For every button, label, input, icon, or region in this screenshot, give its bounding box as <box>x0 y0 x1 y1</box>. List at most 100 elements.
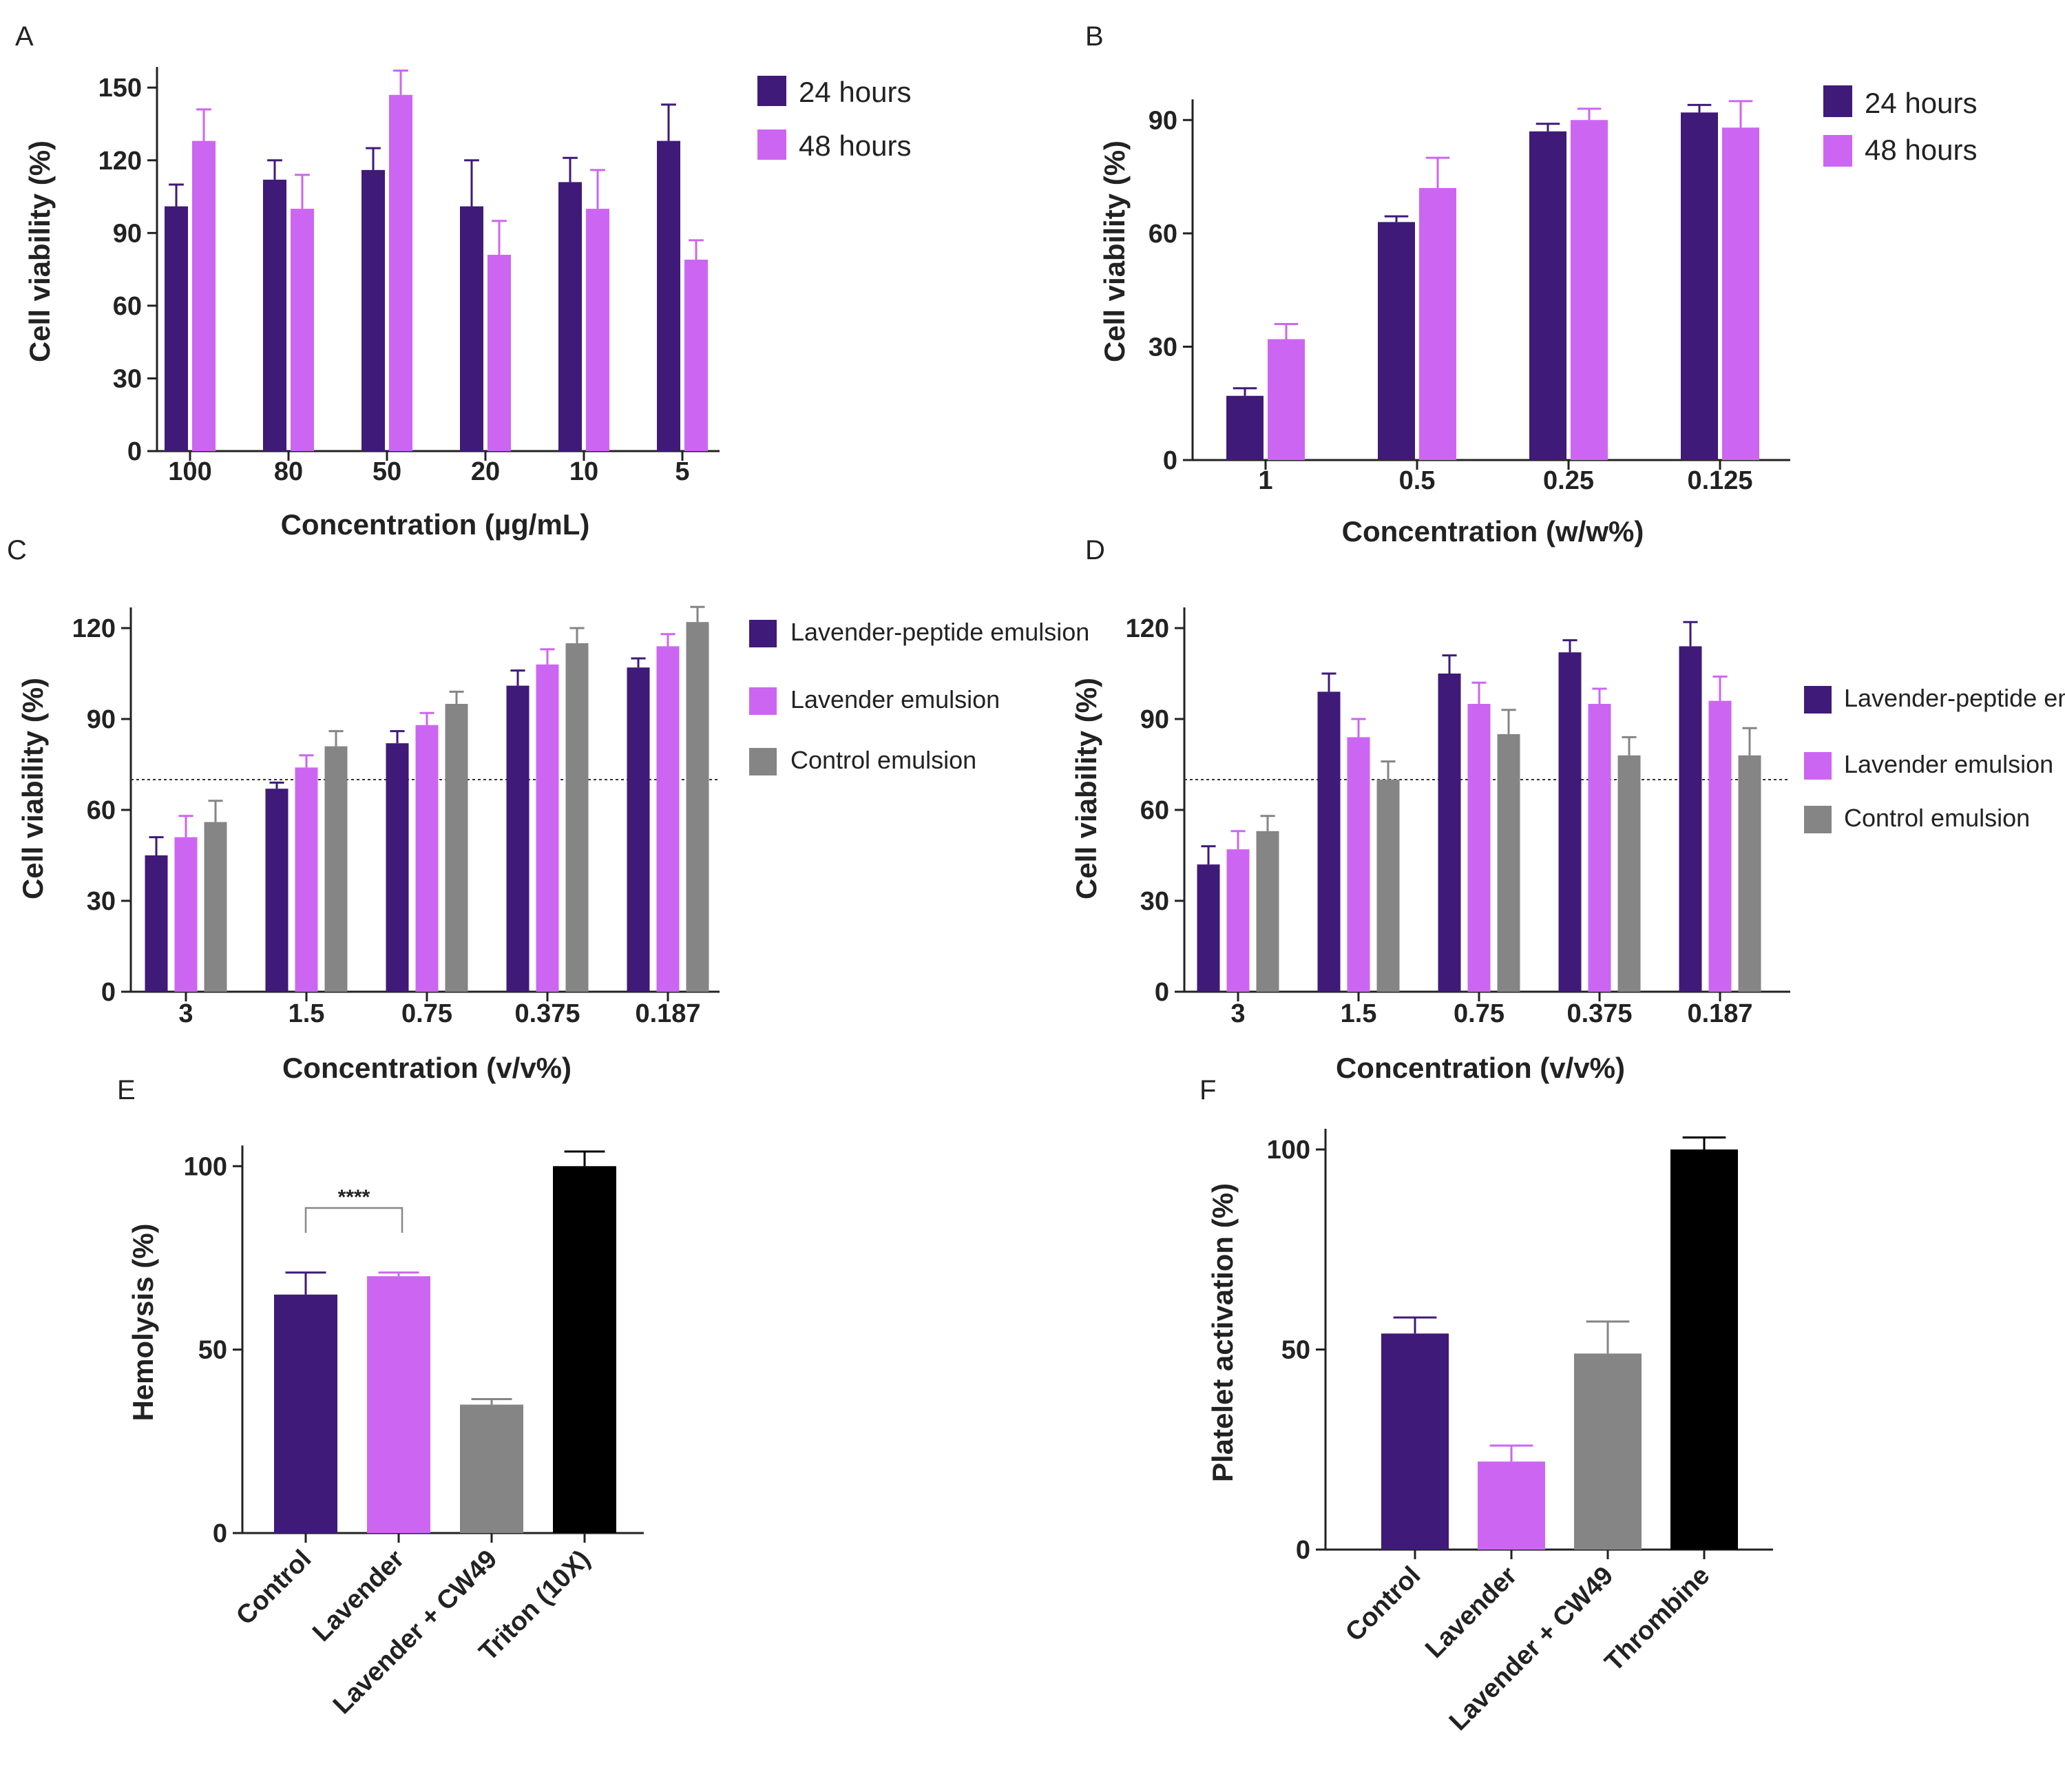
chart-a-bar <box>165 206 188 451</box>
chart-b-xtick-label: 0.125 <box>1687 466 1752 495</box>
panel-letter-e: E <box>117 1075 136 1105</box>
chart-f-xtick-label: Control <box>1340 1561 1426 1647</box>
chart-c-bar <box>506 685 530 992</box>
chart-c-xlabel: Concentration (v/v%) <box>282 1052 572 1084</box>
chart-b-xtick-label: 0.25 <box>1543 466 1594 495</box>
chart-b-bar <box>1419 188 1456 460</box>
chart-c-bar <box>656 646 680 992</box>
chart-a-bar <box>192 140 216 451</box>
chart-d-bar <box>1197 864 1220 992</box>
chart-d-xtick-label: 0.75 <box>1454 999 1505 1028</box>
legend-c-label-2: Lavender emulsion <box>790 685 1000 713</box>
chart-b-ytick-label: 30 <box>1149 333 1177 362</box>
chart-a-bar <box>263 179 286 451</box>
chart-d-bar <box>1588 704 1611 992</box>
legend-a-swatch-1 <box>757 76 786 106</box>
chart-e-bar <box>367 1276 430 1533</box>
legend-d: Lavender-peptide emulsion Lavender emuls… <box>1804 684 2065 833</box>
legend-c-label-3: Control emulsion <box>790 746 976 774</box>
chart-d-bar <box>1438 674 1461 992</box>
chart-a-ytick-label: 120 <box>98 147 142 176</box>
chart-e-xtick-label: Control <box>231 1545 317 1631</box>
chart-a: 0 30 60 90 120 150 100 80 50 20 10 5 <box>98 67 720 486</box>
chart-b-bar <box>1571 120 1608 461</box>
legend-b-swatch-2 <box>1823 135 1852 167</box>
chart-e-ylabel: Hemolysis (%) <box>127 1223 159 1421</box>
chart-c-bar <box>627 667 650 992</box>
chart-a-bar <box>291 209 314 451</box>
chart-a-ytick-label: 60 <box>113 292 142 321</box>
chart-d-xtick-label: 0.187 <box>1687 999 1752 1028</box>
chart-c-bar <box>204 822 227 992</box>
panel-letter-b: B <box>1085 21 1104 52</box>
chart-c-bar <box>174 837 198 992</box>
chart-a-xlabel: Concentration (µg/mL) <box>281 508 590 541</box>
chart-f-xtick-label: Lavender + CW49 <box>1444 1561 1619 1736</box>
chart-d-bar <box>1347 737 1370 992</box>
chart-c-bar <box>686 622 709 992</box>
chart-d-xtick-label: 1.5 <box>1341 999 1377 1028</box>
chart-a-ytick-label: 0 <box>127 437 142 466</box>
chart-d: 0 30 60 90 120 3 1.5 0.75 0.375 0.187 <box>1126 607 1790 1028</box>
chart-d-bar <box>1679 646 1702 992</box>
chart-a-ytick-label: 90 <box>113 219 142 248</box>
chart-d-bar <box>1708 700 1732 992</box>
chart-d-bar <box>1376 780 1400 992</box>
chart-c-ylabel: Cell viability (%) <box>17 678 49 899</box>
chart-c-xtick-label: 0.187 <box>635 999 700 1028</box>
chart-c: 0 30 60 90 120 3 1.5 0.75 0.375 0.187 <box>72 605 720 1028</box>
chart-d-bar <box>1467 704 1491 992</box>
chart-b-ylabel: Cell viability (%) <box>1098 140 1131 362</box>
chart-b-bar <box>1268 339 1305 460</box>
chart-e-bar <box>553 1166 616 1533</box>
chart-c-bar <box>324 746 348 992</box>
chart-b-xtick-label: 0.5 <box>1399 466 1436 495</box>
chart-c-ytick-label: 90 <box>87 705 116 734</box>
chart-f-ylabel: Platelet activation (%) <box>1206 1183 1239 1482</box>
chart-c-bar <box>445 704 468 992</box>
chart-e-bar <box>460 1404 523 1533</box>
chart-a-bar <box>657 140 680 451</box>
significance-bracket: **** <box>304 1186 403 1233</box>
chart-a-xtick-label: 50 <box>373 457 401 486</box>
chart-a-xtick-label: 10 <box>569 457 598 486</box>
chart-a-ytick-label: 150 <box>98 74 142 103</box>
chart-a-bar <box>361 169 385 451</box>
chart-a-bar <box>558 182 582 451</box>
chart-f-xtick-label: Thrombine <box>1600 1561 1716 1678</box>
chart-b-ytick-label: 60 <box>1149 220 1177 249</box>
chart-c-ytick-label: 60 <box>87 796 116 825</box>
chart-a-bar <box>488 254 511 451</box>
chart-d-xtick-label: 3 <box>1230 999 1245 1028</box>
chart-c-bar <box>295 767 318 992</box>
legend-d-swatch-2 <box>1804 752 1832 780</box>
chart-d-ytick-label: 120 <box>1126 614 1169 643</box>
chart-d-xlabel: Concentration (v/v%) <box>1336 1052 1625 1084</box>
legend-d-label-3: Control emulsion <box>1844 804 2030 832</box>
chart-c-ytick-label: 0 <box>101 978 116 1007</box>
legend-a: 24 hours 48 hours <box>757 76 911 162</box>
chart-f-bar <box>1670 1149 1738 1550</box>
chart-f-bar <box>1478 1461 1545 1550</box>
chart-b-ytick-label: 0 <box>1163 446 1177 475</box>
legend-c-swatch-1 <box>749 620 777 647</box>
chart-b-bar <box>1681 112 1718 461</box>
legend-c-swatch-3 <box>749 748 777 775</box>
legend-c-swatch-2 <box>749 687 777 715</box>
chart-f-bar <box>1381 1333 1449 1550</box>
chart-e-bar <box>274 1294 337 1533</box>
chart-a-xtick-label: 80 <box>274 457 303 486</box>
chart-b-bar <box>1722 127 1759 460</box>
chart-f-bar <box>1574 1353 1642 1550</box>
chart-a-bar <box>586 209 609 451</box>
chart-d-ytick-label: 30 <box>1140 887 1169 916</box>
legend-d-swatch-3 <box>1804 806 1832 833</box>
chart-c-bar <box>536 664 559 992</box>
chart-d-bar <box>1317 691 1341 992</box>
chart-d-bar <box>1617 755 1641 992</box>
chart-a-bar <box>389 94 412 451</box>
chart-a-xtick-label: 100 <box>168 457 211 486</box>
chart-f-ytick-label: 100 <box>1267 1136 1310 1165</box>
